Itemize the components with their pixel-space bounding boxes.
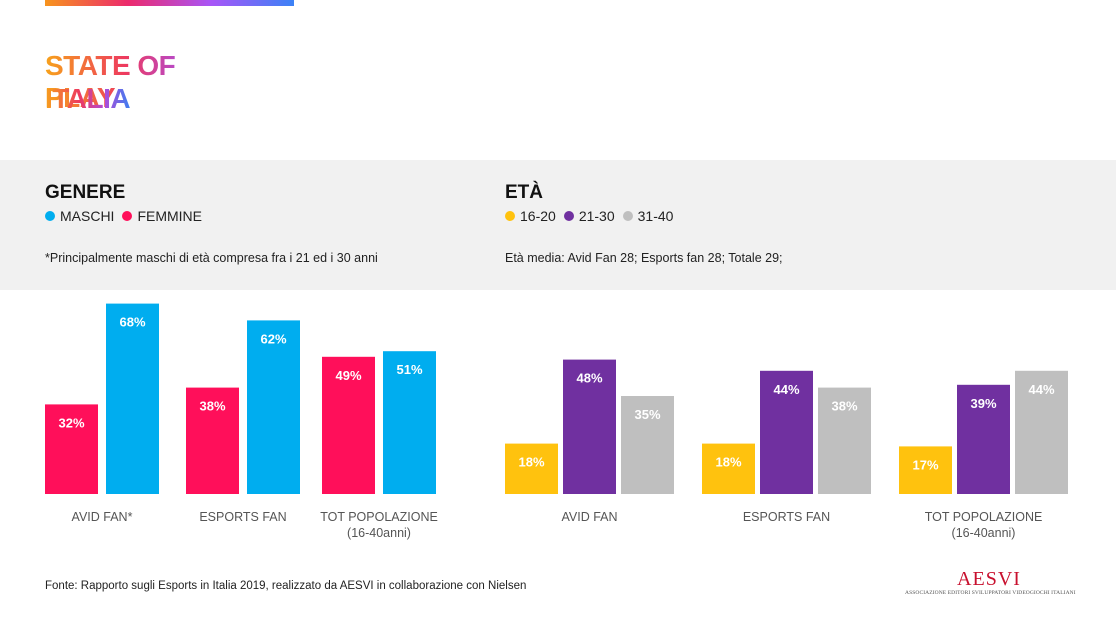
legend-label-16-20: 16-20 — [520, 208, 556, 224]
genere-note: *Principalmente maschi di età compresa f… — [45, 251, 378, 265]
category-label: TOT POPOLAZIONE (16-40anni) — [320, 510, 438, 540]
legend-dot-femmine — [122, 211, 133, 221]
genere-title: GENERE — [45, 182, 126, 203]
bar-eta-16-20-2 — [899, 446, 952, 494]
legend-item-16-20: 16-20 — [505, 208, 556, 224]
bar-genere-maschi-2 — [383, 351, 436, 494]
eta-note: Età media: Avid Fan 28; Esports fan 28; … — [505, 251, 783, 265]
category-label: ESPORTS FAN — [743, 510, 830, 524]
bar-eta-21-30-1 — [760, 370, 813, 494]
data-label: 68% — [119, 315, 145, 330]
data-label: 35% — [634, 407, 660, 422]
data-label: 32% — [58, 415, 84, 430]
legend-item-21-30: 21-30 — [563, 208, 615, 224]
eta-title: ETÀ — [505, 182, 543, 203]
data-label: 38% — [199, 399, 225, 414]
page-title: STATE OF PLAY — [45, 50, 245, 114]
data-label: 44% — [1028, 382, 1054, 397]
logo-subtext: ASSOCIAZIONE EDITORI SVILUPPATORI VIDEOG… — [905, 590, 1076, 596]
legend-item-31-40: 31-40 — [622, 208, 674, 224]
info-band — [0, 160, 1116, 290]
legend-label-31-40: 31-40 — [637, 208, 674, 224]
legend-item-femmine: FEMMINE — [122, 208, 202, 224]
data-label: 38% — [831, 399, 857, 414]
legend-item-maschi: MASCHI — [45, 208, 114, 224]
category-label: ESPORTS FAN — [199, 510, 286, 524]
legend-dot-21-30 — [563, 211, 574, 221]
bar-eta-21-30-2 — [957, 384, 1010, 494]
aesvi-logo: AESVI ASSOCIAZIONE EDITORI SVILUPPATORI … — [905, 568, 1076, 596]
data-label: 39% — [970, 396, 996, 411]
bar-eta-16-20-0 — [505, 443, 558, 494]
data-label: 62% — [260, 331, 286, 346]
data-label: 17% — [912, 457, 938, 472]
data-label: 18% — [518, 455, 544, 470]
eta-legend: 16-20 21-30 31-40 — [505, 208, 681, 224]
bar-genere-maschi-1 — [247, 320, 300, 494]
legend-label-21-30: 21-30 — [578, 208, 615, 224]
accent-bar — [45, 0, 294, 6]
data-label: 48% — [576, 371, 602, 386]
bar-genere-femmine-2 — [322, 356, 375, 494]
category-label: TOT POPOLAZIONE (16-40anni) — [925, 510, 1043, 540]
bar-genere-femmine-0 — [45, 404, 98, 494]
bar-genere-femmine-1 — [186, 387, 239, 494]
data-label: 49% — [335, 368, 361, 383]
genere-legend: MASCHI FEMMINE — [45, 208, 210, 224]
bar-charts: 32% 68% AVID FAN* 38% 62% ESPORTS FAN 49% 51% TO… — [45, 303, 1068, 540]
category-label: AVID FAN — [561, 510, 617, 524]
data-label: 44% — [773, 382, 799, 397]
data-label: 18% — [715, 455, 741, 470]
bar-eta-31-40-0 — [621, 396, 674, 494]
legend-label-femmine: FEMMINE — [137, 208, 203, 224]
bar-eta-31-40-2 — [1015, 370, 1068, 494]
bar-eta-21-30-0 — [563, 359, 616, 494]
bar-genere-maschi-0 — [106, 303, 159, 494]
category-label: AVID FAN* — [72, 510, 133, 524]
legend-dot-31-40 — [622, 211, 633, 221]
bar-eta-16-20-1 — [702, 443, 755, 494]
legend-dot-16-20 — [505, 211, 515, 221]
bar-eta-31-40-1 — [818, 387, 871, 494]
legend-label-maschi: MASCHI — [60, 208, 115, 224]
source-note: Fonte: Rapporto sugli Esports in Italia … — [45, 580, 527, 592]
page-subtitle: ITALIA — [45, 83, 131, 114]
legend-dot-maschi — [45, 211, 55, 221]
logo-text: AESVI — [957, 568, 1021, 590]
data-label: 51% — [396, 362, 422, 377]
